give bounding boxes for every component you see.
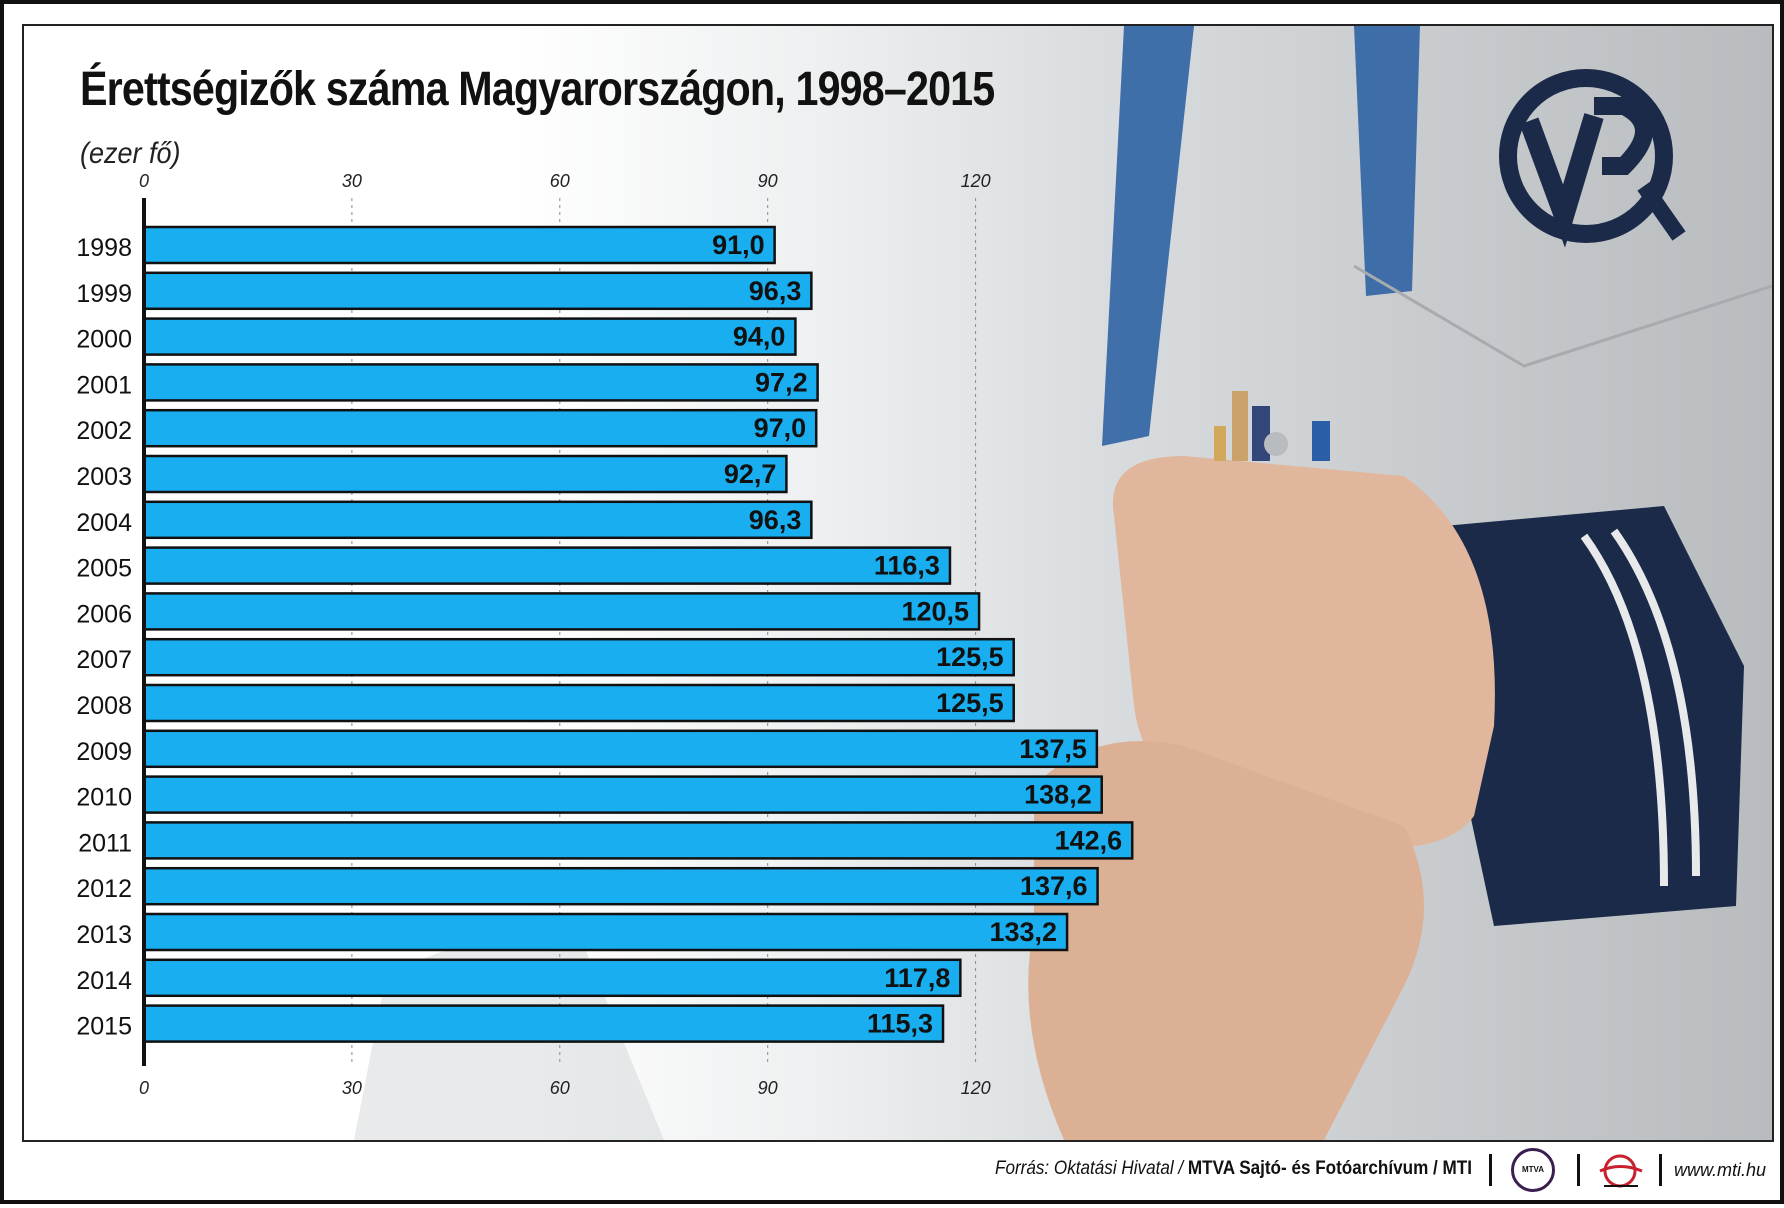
bar-chart: 91,0 96,3 94,0 97,2 97,0 92,7 96,3 116,3 120,5 12… — [76, 171, 1134, 1098]
category-label-2010: 2010 — [76, 784, 132, 812]
category-label-1999: 1999 — [76, 280, 132, 308]
axes: 0 0 30 30 60 60 90 90 120 120 1998 1999 2000 2001 2002… — [76, 171, 990, 1098]
footer-separator — [1577, 1154, 1580, 1186]
bar-2010 — [142, 775, 1103, 814]
bar-2014 — [142, 958, 962, 998]
category-label-2008: 2008 — [76, 692, 132, 720]
data-label-2009: 137,5 — [1019, 734, 1087, 764]
data-label-2015: 115,3 — [867, 1009, 933, 1039]
bar-2011 — [142, 821, 1134, 860]
data-label-1999: 96,3 — [749, 276, 802, 306]
category-label-2000: 2000 — [76, 326, 132, 354]
x-tick-label-bottom-60: 60 — [550, 1078, 570, 1098]
data-label-2013: 133,2 — [989, 917, 1057, 947]
category-label-2011: 2011 — [78, 829, 132, 857]
website-link[interactable]: www.mti.hu — [1673, 1160, 1766, 1180]
school-emblem-icon — [1499, 69, 1686, 248]
mti-logo-icon — [1599, 1154, 1643, 1188]
x-tick-label-bottom-90: 90 — [758, 1078, 778, 1098]
data-label-2008: 125,5 — [936, 688, 1004, 718]
hand-upper — [1112, 456, 1495, 848]
bar-1998 — [142, 225, 776, 265]
category-label-2005: 2005 — [76, 555, 132, 583]
bar-2002 — [142, 408, 818, 448]
data-label-2011: 142,6 — [1055, 825, 1123, 855]
data-label-2002: 97,0 — [754, 413, 807, 443]
category-label-2001: 2001 — [76, 371, 132, 399]
data-label-2000: 94,0 — [733, 322, 786, 352]
data-label-2010: 138,2 — [1024, 780, 1092, 810]
x-tick-label-bottom-0: 0 — [139, 1078, 149, 1098]
data-label-2001: 97,2 — [755, 367, 808, 397]
source-credit: Forrás: Oktatási Hivatal / MTVA Sajtó- é… — [995, 1158, 1472, 1180]
x-tick-label-top-120: 120 — [961, 171, 991, 191]
bar-2000 — [142, 317, 797, 356]
category-label-1998: 1998 — [76, 234, 132, 262]
bar-2008 — [142, 683, 1015, 723]
bar-2004 — [142, 500, 813, 540]
lanyard-strap-left — [1102, 26, 1194, 446]
x-tick-label-top-0: 0 — [139, 171, 149, 191]
data-label-2014: 117,8 — [884, 963, 950, 993]
x-tick-label-bottom-30: 30 — [342, 1078, 362, 1098]
data-label-2012: 137,6 — [1020, 871, 1088, 901]
mtva-logo-icon: MTVA — [1511, 1148, 1555, 1192]
lanyard-strap-right — [1354, 26, 1420, 296]
category-label-2003: 2003 — [76, 463, 132, 491]
bar-2001 — [142, 363, 819, 402]
bar-2005 — [142, 546, 952, 585]
category-label-2009: 2009 — [76, 738, 132, 766]
category-label-2014: 2014 — [76, 967, 132, 995]
pocket-seam — [1353, 264, 1772, 368]
chart-subtitle-unit: (ezer fő) — [80, 137, 181, 170]
bar-2007 — [142, 637, 1015, 677]
data-label-2007: 125,5 — [936, 642, 1004, 672]
footer-separator — [1659, 1154, 1662, 1186]
footer: Forrás: Oktatási Hivatal / MTVA Sajtó- é… — [4, 1138, 1784, 1208]
bar-2012 — [142, 866, 1099, 906]
category-label-2002: 2002 — [76, 417, 132, 445]
bar-2015 — [142, 1004, 945, 1043]
footer-separator — [1489, 1154, 1492, 1186]
uniform-sleeve-cuff — [1444, 506, 1744, 926]
bar-2009 — [142, 729, 1099, 769]
source-prefix: Forrás: Oktatási Hivatal / — [995, 1158, 1184, 1179]
bar-2006 — [142, 592, 981, 631]
bar-2013 — [142, 912, 1069, 952]
category-label-2012: 2012 — [76, 875, 132, 903]
x-tick-label-top-60: 60 — [550, 171, 570, 191]
bar-1999 — [142, 271, 813, 311]
category-label-2006: 2006 — [76, 600, 132, 628]
source-main: MTVA Sajtó- és Fotóarchívum / MTI — [1187, 1158, 1472, 1179]
bar-2003 — [142, 454, 788, 494]
category-label-2004: 2004 — [76, 509, 132, 537]
cuff-stripe-1 — [1580, 533, 1668, 887]
bars: 91,0 96,3 94,0 97,2 97,0 92,7 96,3 116,3 120,5 12… — [142, 225, 1134, 1043]
category-label-2013: 2013 — [76, 921, 132, 949]
data-label-2005: 116,3 — [874, 551, 940, 581]
category-label-2015: 2015 — [76, 1013, 132, 1041]
data-label-1998: 91,0 — [712, 230, 765, 260]
x-tick-label-top-30: 30 — [342, 171, 362, 191]
x-tick-label-top-90: 90 — [758, 171, 778, 191]
data-label-2004: 96,3 — [749, 505, 802, 535]
pens-icon — [1214, 391, 1330, 461]
data-label-2006: 120,5 — [901, 596, 969, 626]
category-label-2007: 2007 — [76, 646, 132, 674]
data-label-2003: 92,7 — [724, 459, 777, 489]
chart-title: Érettségizők száma Magyarországon, 1998–… — [80, 63, 995, 116]
cuff-stripe-2 — [1610, 528, 1700, 877]
x-tick-label-bottom-120: 120 — [961, 1078, 991, 1098]
